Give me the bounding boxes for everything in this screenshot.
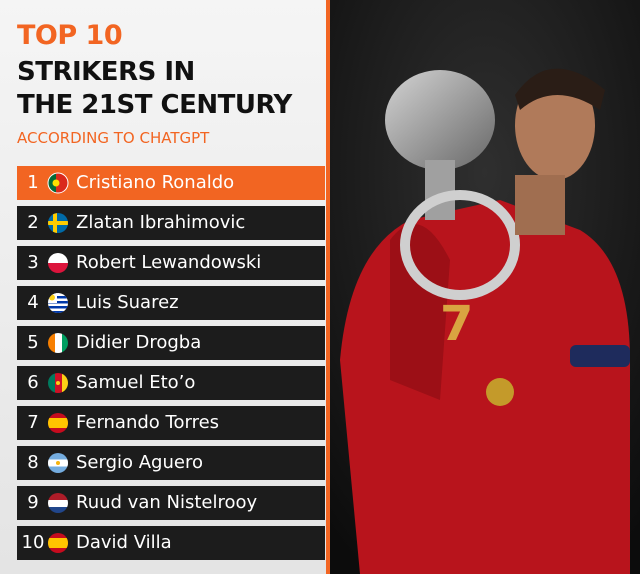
- neck: [515, 175, 565, 235]
- rank: 7: [27, 412, 39, 433]
- medal: [486, 378, 514, 406]
- trophy-ring: [400, 190, 520, 300]
- player-name: Cristiano Ronaldo: [76, 172, 235, 193]
- hair: [515, 68, 605, 110]
- rank: 1: [27, 172, 39, 193]
- flag: [48, 493, 68, 513]
- rank: 8: [27, 452, 39, 473]
- list-row: 9 Ruud van Nistelrooy: [17, 486, 325, 520]
- title-line: THE 21ST CENTURY: [17, 90, 292, 120]
- list-row: 6 Samuel Eto’o: [17, 366, 325, 400]
- list-row: 3 Robert Lewandowski: [17, 246, 325, 280]
- flag: [48, 453, 68, 473]
- trophy-stem: [425, 160, 455, 220]
- trophy-top: [385, 70, 495, 170]
- player-name: Ruud van Nistelrooy: [76, 492, 258, 513]
- flag: [48, 213, 68, 233]
- shirt-number: 7: [440, 296, 473, 352]
- subtitle: ACCORDING TO CHATGPT: [17, 129, 210, 147]
- list-row: 7 Fernando Torres: [17, 406, 325, 440]
- flag: [48, 253, 68, 273]
- flag: [48, 333, 68, 353]
- rank: 9: [27, 492, 39, 513]
- flag: [48, 293, 68, 313]
- armband: [570, 345, 630, 367]
- flag: [48, 413, 68, 433]
- flag: [47, 172, 69, 194]
- divider: [326, 0, 330, 574]
- player-name: Sergio Aguero: [76, 452, 203, 473]
- player-name: Zlatan Ibrahimovic: [76, 212, 246, 233]
- title: TOP 10: [17, 20, 123, 51]
- player-name: Fernando Torres: [76, 412, 220, 433]
- player-name: Luis Suarez: [76, 292, 179, 313]
- list-row: 10 David Villa: [17, 526, 325, 560]
- title-line: STRIKERS IN: [17, 57, 195, 87]
- list-row: 1 Cristiano Ronaldo: [17, 166, 325, 200]
- list-row: 5 Didier Drogba: [17, 326, 325, 360]
- list-row: 8 Sergio Aguero: [17, 446, 325, 480]
- rank: 5: [27, 332, 39, 353]
- rank: 10: [21, 532, 45, 553]
- flag: [48, 533, 68, 553]
- rank: 6: [27, 372, 39, 393]
- player-photo: 7: [330, 0, 640, 574]
- rank: 2: [27, 212, 39, 233]
- player-name: Didier Drogba: [76, 332, 202, 353]
- arm: [390, 224, 450, 400]
- left-panel: TOP 10 STRIKERS IN THE 21ST CENTURY ACCO…: [0, 0, 326, 574]
- player-name: David Villa: [76, 532, 172, 553]
- player-name: Samuel Eto’o: [76, 372, 196, 393]
- list-row: 2 Zlatan Ibrahimovic: [17, 206, 325, 240]
- player-name: Robert Lewandowski: [76, 252, 262, 273]
- flag: [48, 373, 68, 393]
- rank: 3: [27, 252, 39, 273]
- jersey: [340, 200, 630, 574]
- rank: 4: [27, 292, 39, 313]
- list-row: 4 Luis Suarez: [17, 286, 325, 320]
